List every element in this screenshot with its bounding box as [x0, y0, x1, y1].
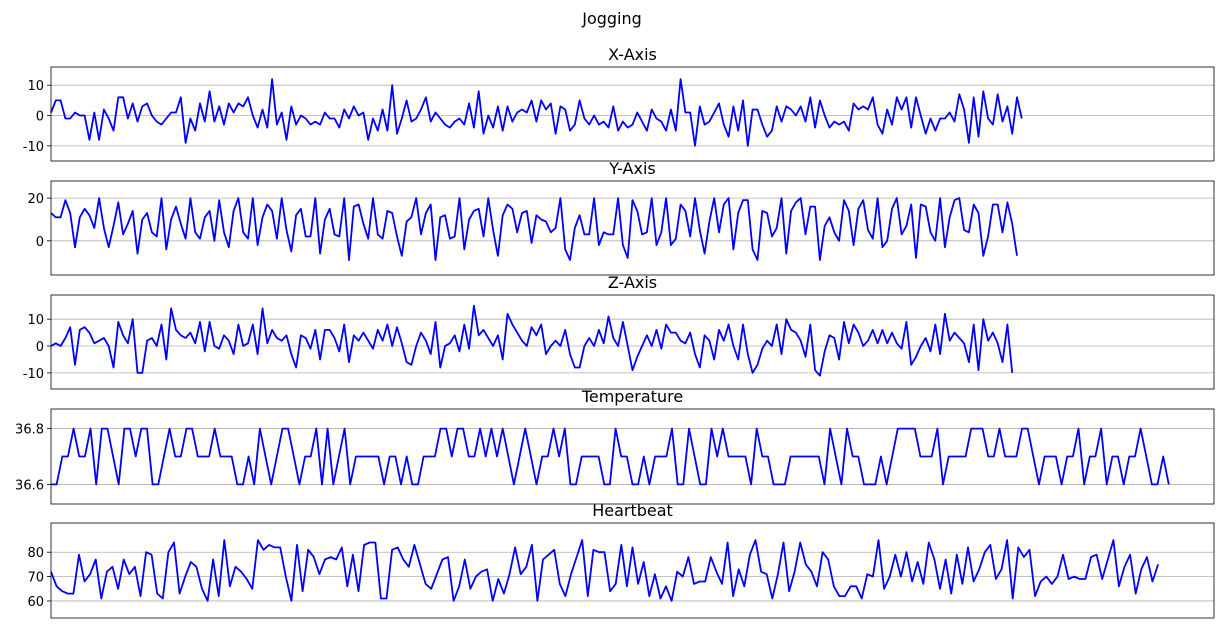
subplot-frame	[50, 522, 1215, 619]
y-tick-label: 10	[27, 79, 44, 94]
subplot-frame	[50, 408, 1215, 505]
subplot-title: Temperature	[581, 387, 683, 406]
y-tick-label: 60	[27, 595, 44, 610]
y-tick-label: 0	[36, 235, 44, 250]
y-tick-label: 20	[27, 192, 44, 207]
series-line	[50, 539, 1159, 602]
subplot-title: X-Axis	[608, 45, 657, 64]
subplot-2: Y-Axis 0 20	[27, 159, 1215, 276]
series-line	[50, 197, 1018, 261]
series-line	[50, 304, 1014, 377]
subplot-3: Z-Axis -10 0 10	[23, 273, 1215, 390]
y-tick-label: 10	[27, 313, 44, 328]
subplot-title: Z-Axis	[608, 273, 657, 292]
subplot-frame	[50, 294, 1215, 390]
y-tick-label: 0	[36, 340, 44, 355]
y-tick-label: 0	[36, 110, 44, 125]
y-tick-label: 36.6	[15, 478, 44, 493]
subplot-frame	[50, 66, 1215, 162]
series-line	[51, 427, 1170, 486]
series-line	[50, 78, 1023, 147]
y-tick-label: 80	[27, 546, 44, 561]
subplot-frame	[50, 180, 1215, 276]
subplot-title: Heartbeat	[592, 501, 673, 520]
y-tick-label: -10	[23, 140, 44, 155]
figure-title: Jogging	[581, 9, 642, 28]
subplot-5: Heartbeat 60 70 80	[27, 501, 1215, 619]
y-tick-label: -10	[23, 367, 44, 382]
y-tick-label: 36.8	[15, 423, 44, 438]
subplot-title: Y-Axis	[608, 159, 656, 178]
y-tick-label: 70	[27, 571, 44, 586]
subplot-4: Temperature 36.6 36.8	[15, 387, 1215, 505]
subplot-1: X-Axis -10 0 10	[23, 45, 1215, 162]
